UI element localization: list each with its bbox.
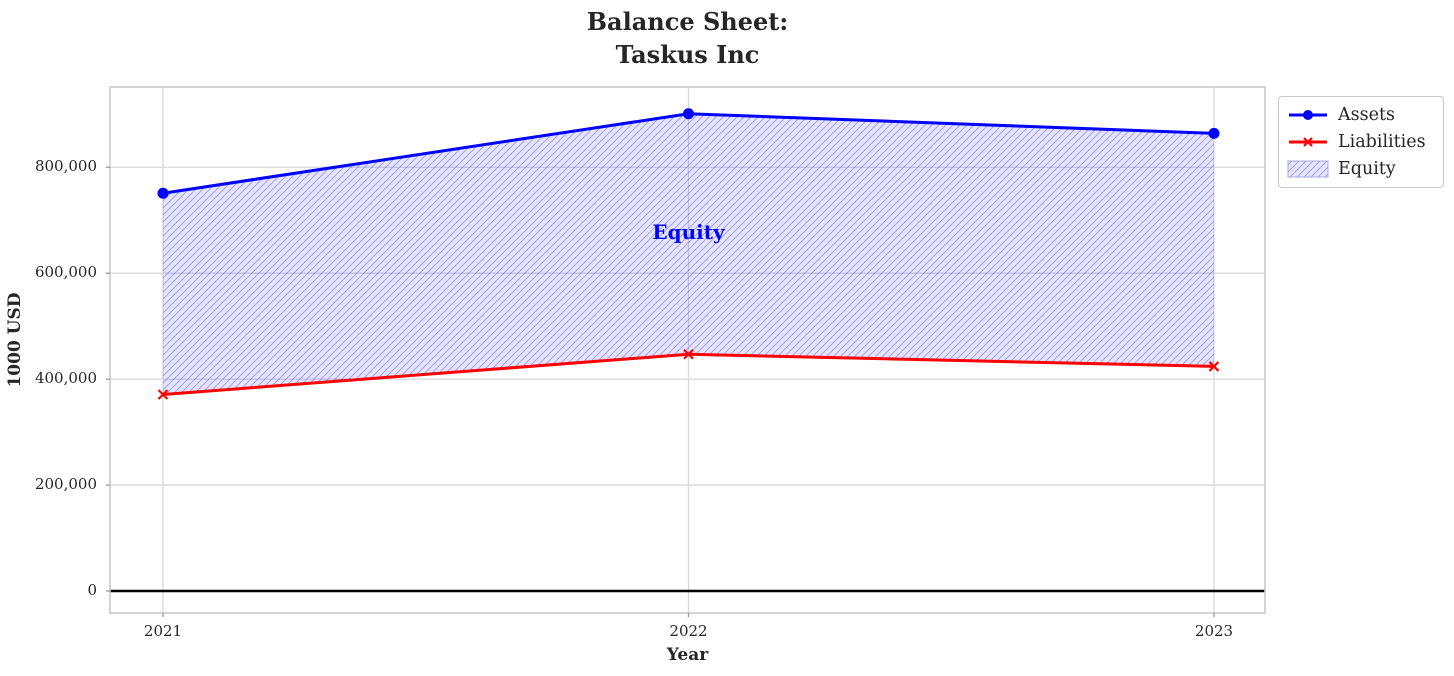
assets-circle-marker-icon [1208,127,1220,139]
plot-border [109,86,1266,614]
equity-area [163,113,1214,395]
legend-hatch-patch-icon [1287,160,1329,178]
y-tick-label: 800,000 [34,157,97,176]
legend-label: Liabilities [1338,132,1426,152]
chart-title-line2: Taskus Inc [615,40,760,69]
legend-label: Equity [1338,159,1396,179]
legend-line-x-icon [1289,137,1327,147]
legend-label: Assets [1338,105,1395,125]
assets-circle-marker-icon [683,108,694,120]
x-tick-label: 2023 [1194,622,1234,640]
legend: Assets Liabilities Equity [1278,96,1444,188]
legend-item-liabilities: Liabilities [1287,129,1435,155]
x-axis-label: Year [666,645,709,665]
liabilities-x-marker-icon [1208,361,1220,372]
legend-line-circle-icon [1289,110,1327,120]
liabilities-x-marker-icon [683,348,694,360]
assets-circle-marker-icon [157,187,169,199]
chart-title: Balance Sheet: Taskus Inc [110,5,1265,71]
y-tick-label: 200,000 [34,475,97,494]
chart-title-line1: Balance Sheet: [586,7,789,36]
equity-annotation: Equity [652,219,725,244]
x-tick-label: 2021 [143,622,183,640]
y-tick-label: 600,000 [34,263,97,282]
x-tick-label: 2022 [669,622,708,640]
legend-item-equity: Equity [1287,156,1435,182]
liabilities-x-marker-icon [157,389,169,400]
legend-item-assets: Assets [1287,102,1435,128]
y-tick-label: 0 [87,581,97,600]
y-tick-label: 400,000 [34,369,97,388]
